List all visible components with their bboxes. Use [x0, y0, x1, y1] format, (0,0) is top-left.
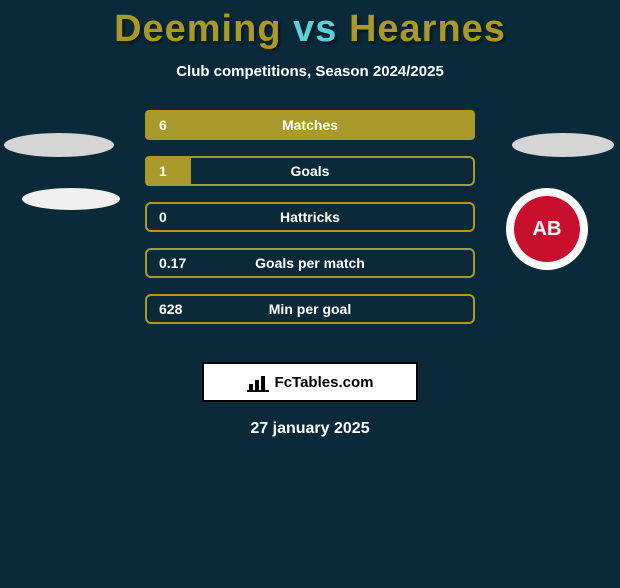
stat-label: Goals: [291, 163, 330, 179]
subtitle: Club competitions, Season 2024/2025: [0, 63, 620, 80]
chart-icon: [247, 372, 269, 392]
stat-bar-row: 0 Hattricks: [145, 202, 475, 232]
brand-box: FcTables.com: [202, 362, 418, 402]
stat-value: 0: [159, 209, 167, 225]
stat-label: Hattricks: [280, 209, 340, 225]
stat-label: Matches: [282, 117, 338, 133]
stat-value: 1: [159, 163, 167, 179]
stat-value: 628: [159, 301, 182, 317]
stat-bar-row: 6 Matches: [145, 110, 475, 140]
brand-text: FcTables.com: [275, 374, 374, 391]
stats-chart: 6 Matches 1 Goals 0 Hattricks 0.17 Goals per ma…: [0, 110, 620, 340]
stat-label: Goals per match: [255, 255, 365, 271]
player1-name: Deeming: [114, 8, 281, 50]
vs-text: vs: [293, 8, 337, 50]
comparison-title: Deeming vs Hearnes: [0, 8, 620, 51]
stat-value: 0.17: [159, 255, 186, 271]
stat-label: Min per goal: [269, 301, 351, 317]
stat-bar-fill: [145, 156, 191, 186]
stat-bar-row: 0.17 Goals per match: [145, 248, 475, 278]
player2-name: Hearnes: [349, 8, 506, 50]
stat-bar-row: 1 Goals: [145, 156, 475, 186]
stat-bar-row: 628 Min per goal: [145, 294, 475, 324]
date: 27 january 2025: [0, 420, 620, 438]
stat-value: 6: [159, 117, 167, 133]
